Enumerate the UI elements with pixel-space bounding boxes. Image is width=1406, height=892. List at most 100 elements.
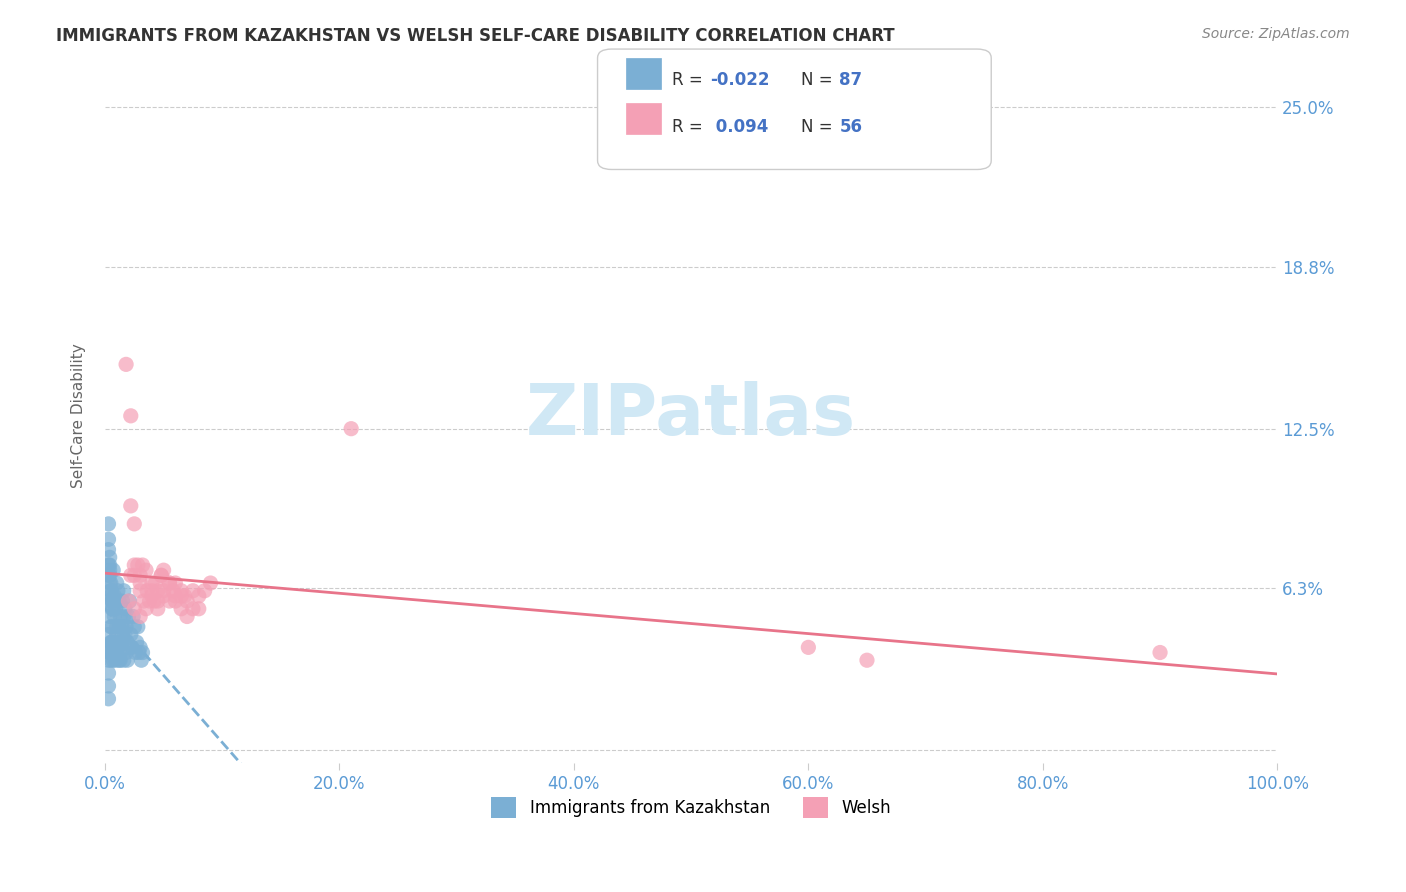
Immigrants from Kazakhstan <box>107 583 129 598</box>
Welsh <box>340 422 363 436</box>
Immigrants from Kazakhstan <box>97 640 120 655</box>
Immigrants from Kazakhstan <box>108 653 131 667</box>
Immigrants from Kazakhstan <box>98 609 121 624</box>
Immigrants from Kazakhstan <box>115 620 138 634</box>
Welsh <box>120 568 142 582</box>
Immigrants from Kazakhstan <box>103 640 125 655</box>
Immigrants from Kazakhstan <box>97 558 120 572</box>
Welsh <box>115 357 138 371</box>
Text: N =: N = <box>801 71 838 89</box>
Welsh <box>136 583 159 598</box>
Welsh <box>1149 646 1171 660</box>
Welsh <box>187 601 209 615</box>
Welsh <box>856 653 879 667</box>
Legend: Immigrants from Kazakhstan, Welsh: Immigrants from Kazakhstan, Welsh <box>485 790 898 824</box>
Immigrants from Kazakhstan <box>110 609 132 624</box>
Immigrants from Kazakhstan <box>120 627 142 641</box>
Welsh <box>146 594 169 608</box>
Immigrants from Kazakhstan <box>100 653 122 667</box>
Welsh <box>176 594 198 608</box>
Immigrants from Kazakhstan <box>108 594 131 608</box>
Welsh <box>797 640 820 655</box>
Immigrants from Kazakhstan <box>97 533 120 547</box>
Text: R =: R = <box>672 118 709 136</box>
Welsh <box>117 594 139 608</box>
Immigrants from Kazakhstan <box>98 576 121 591</box>
Welsh <box>187 589 209 603</box>
Immigrants from Kazakhstan <box>117 653 139 667</box>
Immigrants from Kazakhstan <box>104 594 127 608</box>
Welsh <box>135 563 157 577</box>
Welsh <box>170 589 193 603</box>
Welsh <box>129 568 152 582</box>
Immigrants from Kazakhstan <box>112 609 135 624</box>
Welsh <box>152 589 174 603</box>
Immigrants from Kazakhstan <box>118 594 141 608</box>
Immigrants from Kazakhstan <box>98 568 121 582</box>
Immigrants from Kazakhstan <box>110 635 132 649</box>
Immigrants from Kazakhstan <box>97 679 120 693</box>
Text: N =: N = <box>801 118 838 136</box>
Text: Source: ZipAtlas.com: Source: ZipAtlas.com <box>1202 27 1350 41</box>
Immigrants from Kazakhstan <box>107 640 129 655</box>
Welsh <box>120 499 142 513</box>
Text: -0.022: -0.022 <box>710 71 769 89</box>
Immigrants from Kazakhstan <box>105 627 128 641</box>
Welsh <box>127 558 149 572</box>
Welsh <box>200 576 222 591</box>
Immigrants from Kazakhstan <box>110 653 132 667</box>
Y-axis label: Self-Care Disability: Self-Care Disability <box>72 343 86 488</box>
Immigrants from Kazakhstan <box>98 563 121 577</box>
Immigrants from Kazakhstan <box>105 620 128 634</box>
Welsh <box>152 563 174 577</box>
Immigrants from Kazakhstan <box>97 691 120 706</box>
Text: IMMIGRANTS FROM KAZAKHSTAN VS WELSH SELF-CARE DISABILITY CORRELATION CHART: IMMIGRANTS FROM KAZAKHSTAN VS WELSH SELF… <box>56 27 894 45</box>
Immigrants from Kazakhstan <box>129 640 152 655</box>
Immigrants from Kazakhstan <box>103 563 125 577</box>
Welsh <box>194 583 217 598</box>
Immigrants from Kazakhstan <box>117 640 139 655</box>
Welsh <box>124 516 146 531</box>
Immigrants from Kazakhstan <box>114 627 136 641</box>
Welsh <box>129 583 152 598</box>
Welsh <box>138 594 160 608</box>
Text: 0.094: 0.094 <box>710 118 769 136</box>
Immigrants from Kazakhstan <box>108 620 131 634</box>
Immigrants from Kazakhstan <box>98 646 121 660</box>
Immigrants from Kazakhstan <box>97 666 120 681</box>
Immigrants from Kazakhstan <box>97 594 120 608</box>
Immigrants from Kazakhstan <box>98 550 121 565</box>
Immigrants from Kazakhstan <box>112 653 135 667</box>
Text: 56: 56 <box>839 118 862 136</box>
Immigrants from Kazakhstan <box>100 583 122 598</box>
Immigrants from Kazakhstan <box>107 640 129 655</box>
Immigrants from Kazakhstan <box>127 620 149 634</box>
Welsh <box>143 594 166 608</box>
Welsh <box>159 576 181 591</box>
Welsh <box>141 583 163 598</box>
Immigrants from Kazakhstan <box>100 583 122 598</box>
Immigrants from Kazakhstan <box>100 635 122 649</box>
Welsh <box>176 609 198 624</box>
Immigrants from Kazakhstan <box>101 635 124 649</box>
Welsh <box>124 568 146 582</box>
Immigrants from Kazakhstan <box>112 583 135 598</box>
Welsh <box>165 589 187 603</box>
Immigrants from Kazakhstan <box>124 646 146 660</box>
Welsh <box>146 583 169 598</box>
Immigrants from Kazakhstan <box>131 646 153 660</box>
Welsh <box>150 568 173 582</box>
Immigrants from Kazakhstan <box>104 653 127 667</box>
Welsh <box>141 576 163 591</box>
Welsh <box>132 594 155 608</box>
Welsh <box>152 583 174 598</box>
Immigrants from Kazakhstan <box>97 516 120 531</box>
Immigrants from Kazakhstan <box>111 627 134 641</box>
Welsh <box>124 601 146 615</box>
Immigrants from Kazakhstan <box>101 620 124 634</box>
Text: 87: 87 <box>839 71 862 89</box>
Immigrants from Kazakhstan <box>98 558 121 572</box>
Welsh <box>124 558 146 572</box>
Immigrants from Kazakhstan <box>122 609 145 624</box>
Welsh <box>131 558 153 572</box>
